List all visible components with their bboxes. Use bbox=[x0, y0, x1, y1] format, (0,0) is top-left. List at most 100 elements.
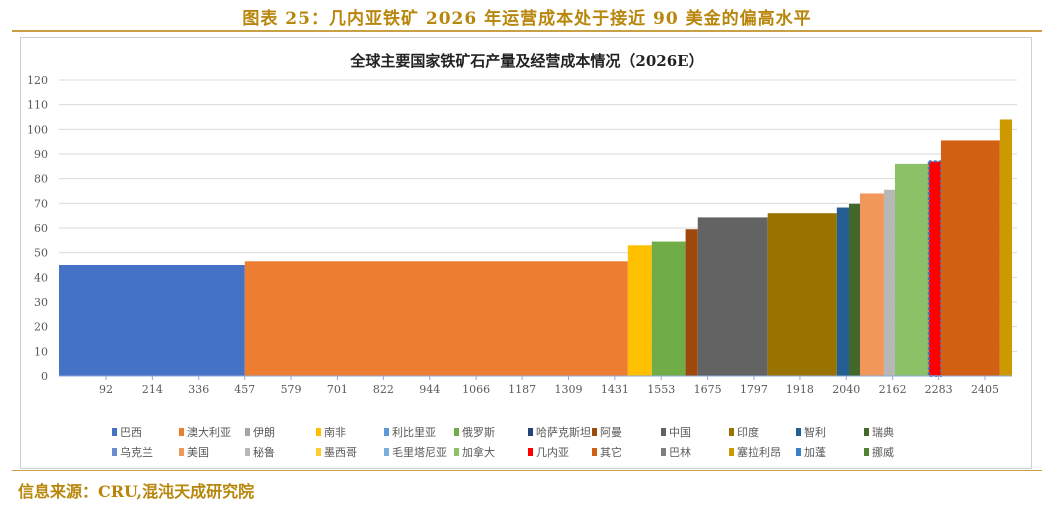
x-tick-label: 2040 bbox=[832, 383, 860, 396]
bar-几内亚 bbox=[927, 160, 942, 377]
legend-swatch bbox=[592, 428, 597, 436]
legend-label: 中国 bbox=[669, 426, 691, 439]
x-tick-label: 579 bbox=[281, 383, 302, 396]
y-tick-label: 0 bbox=[41, 370, 48, 383]
x-tick-label: 1066 bbox=[462, 383, 490, 396]
chart-frame bbox=[20, 37, 1032, 469]
legend-label: 其它 bbox=[600, 445, 622, 459]
legend-swatch bbox=[112, 428, 117, 436]
bar-美国 bbox=[860, 193, 884, 376]
x-tick-label: 92 bbox=[99, 383, 113, 396]
x-tick-label: 336 bbox=[188, 383, 209, 396]
legend-swatch bbox=[316, 428, 321, 436]
x-tick-label: 1187 bbox=[508, 383, 536, 396]
bar-阿曼 bbox=[685, 229, 698, 376]
x-tick-label: 1797 bbox=[740, 383, 768, 396]
bar-加拿大 bbox=[894, 163, 929, 376]
chart-title: 全球主要国家铁矿石产量及经营成本情况（2026E） bbox=[349, 52, 703, 70]
legend-label: 巴林 bbox=[669, 445, 691, 459]
y-tick-label: 70 bbox=[34, 197, 48, 210]
y-tick-label: 30 bbox=[34, 296, 48, 309]
bar-印度 bbox=[767, 213, 837, 376]
y-tick-label: 50 bbox=[34, 247, 48, 260]
legend-swatch bbox=[316, 448, 321, 456]
legend-swatch bbox=[729, 448, 734, 456]
x-tick-label: 1309 bbox=[554, 383, 582, 396]
y-tick-label: 100 bbox=[27, 123, 48, 136]
x-tick-label: 1918 bbox=[786, 383, 814, 396]
legend-label: 加拿大 bbox=[462, 445, 495, 459]
source-divider bbox=[12, 470, 1042, 471]
x-tick-label: 214 bbox=[142, 383, 163, 396]
y-tick-label: 10 bbox=[34, 345, 48, 358]
y-tick-label: 90 bbox=[34, 148, 48, 161]
y-tick-label: 80 bbox=[34, 173, 48, 186]
legend-swatch bbox=[592, 448, 597, 456]
legend-label: 澳大利亚 bbox=[187, 425, 231, 439]
legend-label: 伊朗 bbox=[253, 426, 275, 439]
legend-swatch bbox=[729, 428, 734, 436]
legend-swatch bbox=[454, 428, 459, 436]
legend-label: 加蓬 bbox=[804, 446, 826, 459]
legend-swatch bbox=[661, 448, 666, 456]
figure-title: 图表 25：几内亚铁矿 2026 年运营成本处于接近 90 美金的偏高水平 bbox=[242, 9, 812, 29]
legend-swatch bbox=[796, 428, 801, 436]
legend-swatch bbox=[384, 448, 389, 456]
bar-中国 bbox=[697, 217, 768, 376]
x-tick-label: 701 bbox=[327, 383, 348, 396]
x-tick-label: 1431 bbox=[601, 383, 629, 396]
bar-其它 bbox=[940, 140, 1000, 376]
legend-label: 阿曼 bbox=[600, 426, 622, 439]
y-tick-label: 20 bbox=[34, 321, 48, 334]
source-note: 信息来源：CRU,混沌天成研究院 bbox=[18, 482, 255, 501]
legend-swatch bbox=[864, 448, 869, 456]
legend-swatch bbox=[179, 448, 184, 456]
legend-label: 哈萨克斯坦 bbox=[536, 425, 591, 439]
legend-label: 乌克兰 bbox=[120, 445, 153, 459]
legend-swatch bbox=[112, 448, 117, 456]
legend-swatch bbox=[245, 428, 250, 436]
x-tick-label: 1553 bbox=[647, 383, 675, 396]
legend-swatch bbox=[864, 428, 869, 436]
legend-label: 挪威 bbox=[872, 445, 894, 459]
bar-塞拉利昂 bbox=[999, 119, 1012, 376]
legend-label: 印度 bbox=[737, 425, 759, 439]
legend-label: 墨西哥 bbox=[324, 446, 357, 459]
y-tick-label: 40 bbox=[34, 271, 48, 284]
bar-瑞典 bbox=[848, 203, 861, 376]
x-tick-label: 822 bbox=[373, 383, 394, 396]
bar-智利 bbox=[836, 207, 849, 376]
legend-swatch bbox=[661, 428, 666, 436]
legend-label: 瑞典 bbox=[872, 425, 894, 439]
bar-澳大利亚 bbox=[244, 261, 628, 376]
legend-label: 巴西 bbox=[120, 426, 142, 439]
legend-label: 美国 bbox=[187, 446, 209, 459]
legend-label: 智利 bbox=[804, 425, 826, 439]
x-tick-label: 1675 bbox=[694, 383, 722, 396]
legend-swatch bbox=[245, 448, 250, 456]
legend-swatch bbox=[528, 448, 533, 456]
x-tick-label: 2162 bbox=[879, 383, 907, 396]
title-divider bbox=[12, 30, 1042, 32]
legend-swatch bbox=[454, 448, 459, 456]
legend-label: 毛里塔尼亚 bbox=[392, 446, 447, 459]
legend-swatch bbox=[528, 428, 533, 436]
bar-秘鲁 bbox=[883, 189, 895, 376]
bar-巴西 bbox=[59, 265, 245, 376]
y-tick-label: 60 bbox=[34, 222, 48, 235]
x-tick-label: 2283 bbox=[925, 383, 953, 396]
legend-swatch bbox=[384, 428, 389, 436]
bar-南非 bbox=[627, 245, 652, 376]
legend-label: 几内亚 bbox=[536, 445, 569, 459]
legend-label: 塞拉利昂 bbox=[737, 445, 781, 459]
legend-label: 南非 bbox=[324, 426, 346, 439]
bar-俄罗斯 bbox=[651, 241, 686, 376]
legend-label: 利比里亚 bbox=[392, 426, 436, 439]
x-tick-label: 457 bbox=[234, 383, 255, 396]
y-tick-label: 120 bbox=[27, 74, 48, 87]
y-tick-label: 110 bbox=[27, 99, 48, 112]
legend-label: 秘鲁 bbox=[253, 445, 275, 459]
x-tick-label: 2405 bbox=[971, 383, 999, 396]
legend-swatch bbox=[179, 428, 184, 436]
